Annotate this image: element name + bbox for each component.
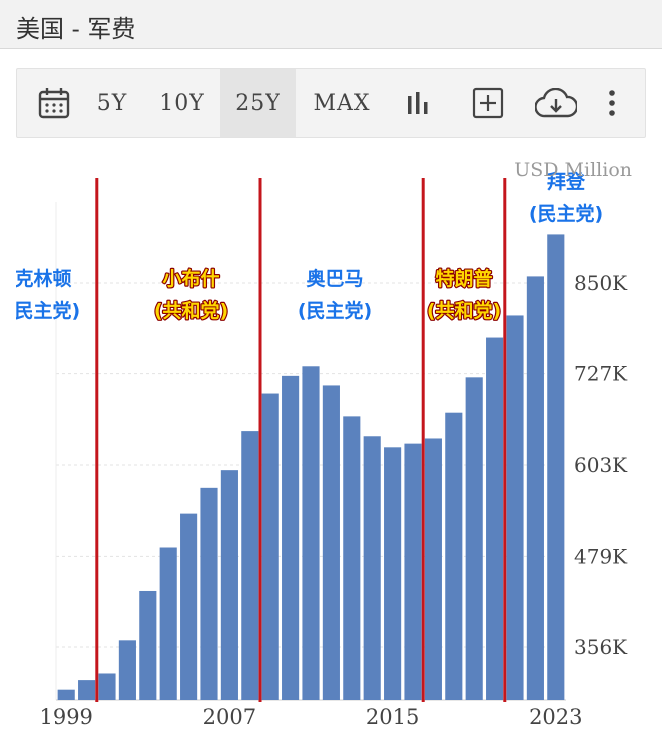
y-tick-label: 850K: [574, 271, 628, 295]
bar-2008: [241, 431, 259, 700]
y-tick-label: 356K: [574, 635, 628, 659]
y-tick-label: 727K: [574, 362, 628, 386]
bar-2017: [424, 438, 442, 700]
bar-2002: [118, 640, 136, 700]
period-10y-button[interactable]: 10Y: [159, 90, 205, 116]
x-tick-label: 2007: [203, 705, 256, 729]
annotation-party: (民主党): [16, 299, 80, 322]
bar-2014: [363, 436, 381, 700]
bar-2023: [547, 234, 565, 701]
unit-label: USD Million: [514, 159, 632, 181]
calendar-icon[interactable]: [29, 69, 79, 137]
bar-2022: [526, 276, 544, 700]
bar-1999: [57, 689, 75, 700]
annotation-party: (民主党): [529, 202, 603, 225]
bar-2006: [200, 487, 218, 700]
bar-2005: [180, 513, 198, 700]
annotation-president-name: 克林顿: [16, 267, 72, 290]
bar-2012: [322, 385, 340, 700]
bar-2004: [159, 547, 177, 700]
bar-2018: [445, 412, 463, 700]
annotation-president-name: 特朗普: [435, 267, 492, 290]
annotation-president-name: 小布什: [162, 267, 219, 290]
period-5y-button[interactable]: 5Y: [96, 90, 128, 116]
x-tick-label: 2023: [529, 705, 582, 729]
annotation-party: (共和党): [154, 299, 228, 322]
more-vertical-icon[interactable]: [597, 69, 627, 137]
bar-2009: [261, 393, 279, 700]
bar-2020: [486, 337, 504, 700]
chart-toolbar: 5Y 10Y 25Y MAX: [16, 68, 646, 138]
military-spending-chart: 356K 479K 603K 727K 850K 1999 2007 2015 2023 克林…: [6, 159, 632, 729]
y-tick-label: 603K: [574, 453, 628, 477]
bar-2015: [384, 447, 402, 700]
bar-2016: [404, 443, 422, 700]
bar-2019: [465, 377, 483, 700]
page-title: 美国 - 军费: [16, 15, 136, 43]
x-tick-label: 2015: [366, 705, 419, 729]
bar-2003: [139, 590, 157, 700]
chart-panel: 356K 479K 603K 727K 850K 1999 2007 2015 2023 克林…: [6, 140, 644, 745]
x-tick-label: 1999: [39, 705, 92, 729]
annotation-president-name: 拜登: [547, 170, 586, 193]
bar-2001: [98, 673, 116, 700]
period-25y-button[interactable]: 25Y: [220, 69, 296, 137]
bar-2010: [282, 375, 300, 700]
period-max-button[interactable]: MAX: [313, 90, 371, 116]
annotation-party: (民主党): [298, 299, 372, 322]
bar-2011: [302, 366, 320, 700]
annotation-party: (共和党): [427, 299, 501, 322]
add-box-icon[interactable]: [465, 69, 511, 137]
bar-2013: [343, 416, 361, 700]
cloud-download-icon[interactable]: [531, 69, 581, 137]
bar-chart-icon[interactable]: [395, 69, 441, 137]
y-tick-label: 479K: [574, 544, 628, 568]
annotation-president-name: 奥巴马: [306, 267, 363, 290]
bar-2021: [506, 315, 524, 700]
page-header: 美国 - 军费: [0, 0, 662, 49]
bar-2007: [220, 470, 238, 700]
bar-2000: [78, 680, 96, 700]
